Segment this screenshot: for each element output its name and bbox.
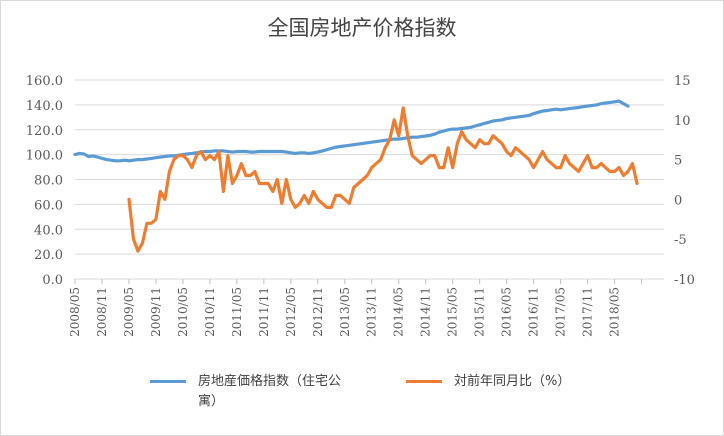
left-tick-label: 20.0 bbox=[34, 248, 63, 263]
right-tick-label: -5 bbox=[674, 233, 687, 248]
right-tick-label: -10 bbox=[674, 273, 695, 288]
left-tick-label: 140.0 bbox=[26, 99, 63, 114]
legend-swatch-price-index bbox=[150, 380, 186, 383]
left-tick-label: 100.0 bbox=[26, 149, 63, 164]
right-tick-label: 15 bbox=[674, 74, 691, 89]
series-line-price-index bbox=[73, 99, 630, 163]
left-tick-label: 120.0 bbox=[26, 124, 63, 139]
x-tick-label: 2015/11 bbox=[473, 287, 487, 337]
chart-title: 全国房地产价格指数 bbox=[267, 16, 457, 40]
x-tick-label: 2008/11 bbox=[95, 287, 109, 337]
x-tick-label: 2010/05 bbox=[176, 287, 190, 337]
legend-label-price-index: 房地産価格指数（住宅公寓） bbox=[198, 374, 342, 409]
x-tick-label: 2013/11 bbox=[365, 287, 379, 337]
x-tick-label: 2015/05 bbox=[446, 287, 460, 337]
x-tick-label: 2016/05 bbox=[500, 287, 514, 337]
x-tick-label: 2008/05 bbox=[68, 287, 82, 337]
x-tick-label: 2014/11 bbox=[419, 287, 433, 337]
x-tick-label: 2011/05 bbox=[230, 287, 244, 337]
right-tick-label: 5 bbox=[674, 154, 682, 169]
x-tick-label: 2010/11 bbox=[203, 287, 217, 337]
right-tick-label: 0 bbox=[674, 193, 682, 208]
left-tick-label: 40.0 bbox=[34, 223, 63, 238]
x-tick-label: 2014/05 bbox=[392, 287, 406, 337]
legend-swatch-yoy bbox=[406, 380, 442, 383]
series-line-yoy bbox=[127, 106, 639, 253]
series-lines bbox=[73, 99, 639, 253]
right-tick-label: 10 bbox=[674, 114, 691, 129]
legend-label-yoy: 対前年同月比（%） bbox=[454, 374, 571, 389]
legend: 房地産価格指数（住宅公寓） 対前年同月比（%） bbox=[150, 372, 670, 422]
x-tick-label: 2016/11 bbox=[527, 287, 541, 337]
x-tick-label: 2009/05 bbox=[122, 287, 136, 337]
left-tick-label: 160.0 bbox=[26, 74, 63, 89]
x-tick-label: 2011/11 bbox=[257, 287, 271, 337]
x-tick-label: 2012/11 bbox=[311, 287, 325, 337]
x-tick-label: 2013/05 bbox=[338, 287, 352, 337]
x-axis: 2008/05 2008/11 2009/05 2009/11 2010/05 2010/… bbox=[68, 279, 643, 337]
x-tick-label: 2009/11 bbox=[149, 287, 163, 337]
x-tick-label: 2017/05 bbox=[554, 287, 568, 337]
left-y-axis: 0.0 20.0 40.0 60.0 80.0 100.0 120.0 140.0 160.0 bbox=[26, 74, 63, 288]
right-y-axis: -10 -5 0 5 10 15 bbox=[674, 74, 695, 288]
left-tick-label: 0.0 bbox=[42, 273, 63, 288]
left-tick-label: 80.0 bbox=[34, 174, 63, 189]
x-tick-label: 2017/11 bbox=[581, 287, 595, 337]
x-tick-label: 2018/05 bbox=[608, 287, 622, 337]
x-tick-label: 2012/05 bbox=[284, 287, 298, 337]
gridlines bbox=[75, 79, 664, 280]
left-tick-label: 60.0 bbox=[34, 198, 63, 213]
